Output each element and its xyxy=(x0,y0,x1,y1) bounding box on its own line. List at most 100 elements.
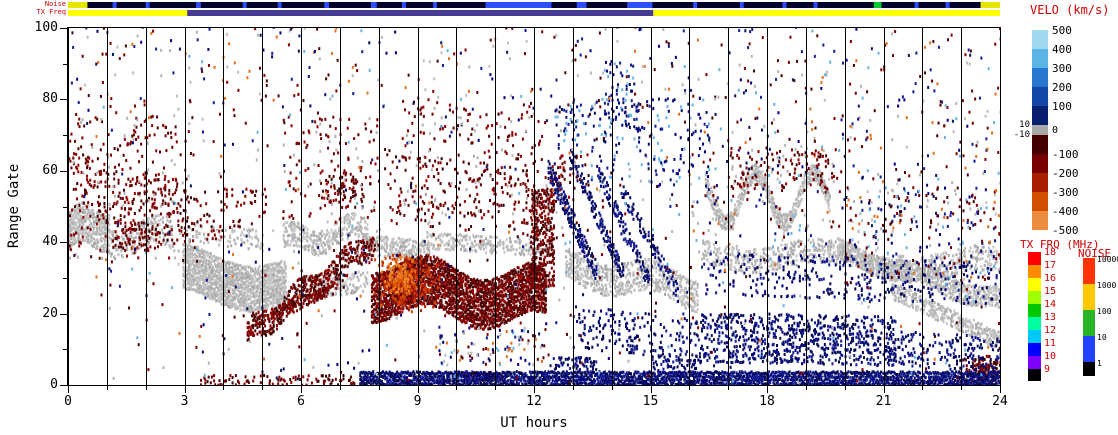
y-minor-tick xyxy=(63,63,67,65)
tx-frq-colorbar-cell xyxy=(1028,278,1041,291)
velocity-colorbar-cell xyxy=(1032,68,1048,87)
y-minor-tick xyxy=(63,349,67,351)
velocity-inner-label: -10 xyxy=(1013,130,1030,140)
tx-frq-colorbar-cell xyxy=(1028,304,1041,317)
noise-colorbar-cell xyxy=(1083,284,1095,310)
velocity-colorbar-title: VELO (km/s) xyxy=(1030,3,1110,17)
y-minor-tick xyxy=(63,277,67,279)
tx-frq-colorbar-cell xyxy=(1028,330,1041,343)
y-axis-label: Range Gate xyxy=(6,163,22,249)
y-tick-label: 60 xyxy=(42,162,58,178)
x-minor-tick xyxy=(456,386,458,390)
noise-colorbar-cell xyxy=(1083,258,1095,284)
y-minor-tick xyxy=(63,206,67,208)
velocity-colorbar-cell xyxy=(1032,30,1048,49)
tx-frq-colorbar-cell xyxy=(1028,265,1041,278)
noise-status-strip xyxy=(68,2,1000,8)
tx-frq-tick-label: 11 xyxy=(1044,338,1057,349)
x-minor-tick xyxy=(223,386,225,390)
x-tick-label: 6 xyxy=(297,394,305,409)
noise-colorbar-cell xyxy=(1083,310,1095,336)
tx-frq-tick-label: 15 xyxy=(1044,286,1057,297)
tx-frq-tick-label: 9 xyxy=(1044,364,1051,375)
velocity-colorbar-cell xyxy=(1032,154,1048,173)
tx-frq-colorbar-cell xyxy=(1028,291,1041,304)
x-minor-tick xyxy=(611,386,613,390)
velocity-tick-label: -400 xyxy=(1052,205,1079,218)
tx-frq-colorbar-cell xyxy=(1028,317,1041,330)
x-tick-label: 12 xyxy=(526,394,542,409)
x-minor-tick xyxy=(339,386,341,390)
x-minor-tick xyxy=(145,386,147,390)
x-axis-label: UT hours xyxy=(500,415,568,431)
y-tick-label: 0 xyxy=(50,377,58,392)
y-minor-tick xyxy=(63,135,67,137)
noise-tick-label: 1 xyxy=(1097,359,1102,368)
y-major-tick xyxy=(60,28,67,29)
tx-frq-tick-label: 17 xyxy=(1044,260,1057,271)
x-major-tick xyxy=(534,386,535,393)
noise-colorbar-cell xyxy=(1083,336,1095,362)
velocity-zero-label: 0 xyxy=(1052,125,1059,136)
velocity-inner-label: 10 xyxy=(1019,120,1030,130)
velocity-tick-label: -500 xyxy=(1052,224,1079,237)
tx-frq-tick-label: 14 xyxy=(1044,299,1057,310)
tx-frq-tick-label: 13 xyxy=(1044,312,1057,323)
y-tick-label: 80 xyxy=(42,91,58,107)
y-major-tick xyxy=(60,385,67,386)
x-minor-tick xyxy=(106,386,108,390)
x-tick-label: 3 xyxy=(180,394,189,409)
x-tick-label: 0 xyxy=(64,394,72,409)
x-major-tick xyxy=(1000,386,1001,393)
y-tick-label: 20 xyxy=(42,305,58,321)
x-major-tick xyxy=(68,386,69,393)
x-major-tick xyxy=(301,386,302,393)
velocity-colorbar-cell xyxy=(1032,87,1048,106)
velocity-colorbar-cell xyxy=(1032,49,1048,68)
velocity-tick-label: 200 xyxy=(1052,81,1072,94)
range-time-plot xyxy=(68,28,1000,385)
x-minor-tick xyxy=(961,386,963,390)
y-tick-label: 100 xyxy=(34,20,58,35)
tx-frq-tick-label: 18 xyxy=(1044,247,1057,258)
noise-tick-label: 100 xyxy=(1097,307,1112,316)
x-tick-label: 21 xyxy=(875,394,892,409)
tx-frq-colorbar-cell xyxy=(1028,252,1041,265)
x-major-tick xyxy=(767,386,768,393)
tx-frq-colorbar-title: TX FRQ (MHz) xyxy=(1020,238,1100,251)
x-minor-tick xyxy=(495,386,497,390)
noise-colorbar-bottom-cell xyxy=(1083,362,1095,376)
x-minor-tick xyxy=(689,386,691,390)
y-major-tick xyxy=(60,99,67,101)
noise-tick-label: 1000 xyxy=(1097,281,1117,290)
x-tick-label: 15 xyxy=(642,394,659,409)
x-minor-tick xyxy=(805,386,807,390)
x-tick-label: 24 xyxy=(992,394,1008,409)
x-major-tick xyxy=(417,386,419,393)
x-minor-tick xyxy=(922,386,924,390)
x-major-tick xyxy=(650,386,652,393)
y-tick-label: 40 xyxy=(42,234,58,250)
x-minor-tick xyxy=(572,386,574,390)
y-major-tick xyxy=(60,242,67,244)
velocity-colorbar-zero-cell xyxy=(1032,125,1048,135)
velocity-tick-label: -200 xyxy=(1052,167,1079,180)
tx-frq-tick-label: 12 xyxy=(1044,325,1057,336)
x-minor-tick xyxy=(378,386,380,390)
velocity-colorbar-cell xyxy=(1032,173,1048,192)
x-minor-tick xyxy=(728,386,730,390)
y-major-tick xyxy=(60,313,67,315)
tx-frq-colorbar-bottom-cell xyxy=(1028,369,1041,381)
x-tick-label: 18 xyxy=(759,394,775,409)
velocity-colorbar-cell xyxy=(1032,135,1048,154)
velocity-colorbar-cell xyxy=(1032,106,1048,125)
velocity-tick-label: 500 xyxy=(1052,24,1072,37)
x-minor-tick xyxy=(262,386,264,390)
x-minor-tick xyxy=(844,386,846,390)
tx-freq-strip-label: TX Freq xyxy=(36,8,66,16)
tx-frq-colorbar-cell xyxy=(1028,356,1041,369)
velocity-tick-label: -100 xyxy=(1052,148,1079,161)
x-major-tick xyxy=(184,386,186,393)
x-major-tick xyxy=(883,386,885,393)
x-tick-label: 9 xyxy=(413,394,422,409)
